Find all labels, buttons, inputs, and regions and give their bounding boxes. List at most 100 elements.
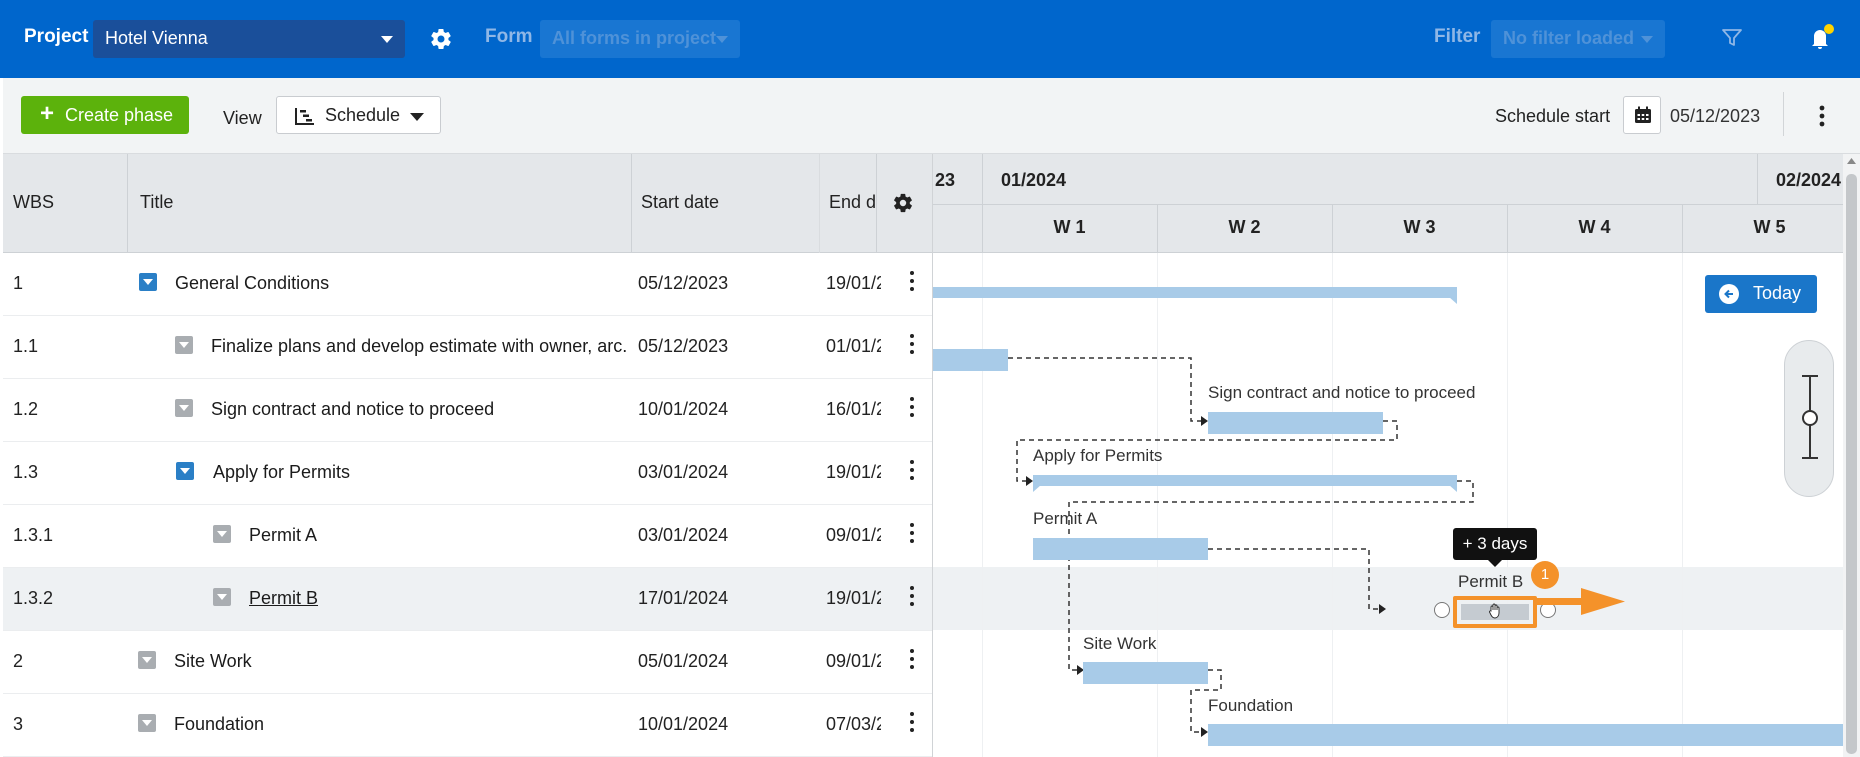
gantt-bar-foundation[interactable]: [1208, 724, 1843, 746]
end-date-cell: 01/01/2: [826, 336, 881, 356]
gear-icon[interactable]: [429, 27, 453, 51]
title-cell[interactable]: Permit B: [249, 588, 319, 608]
calendar-button[interactable]: [1623, 96, 1661, 134]
gantt-chart: 23 01/2024 02/2024 W 1 W 2 W 3 W 4 W 5: [933, 154, 1843, 757]
gantt-chart-icon: [295, 108, 314, 125]
wbs-cell: 1.3.1: [13, 525, 54, 545]
notification-dot: [1824, 24, 1834, 34]
start-date-cell: 10/01/2024: [638, 714, 729, 734]
gantt-bar-general-conditions[interactable]: [933, 287, 1457, 298]
today-button[interactable]: Today: [1705, 275, 1817, 313]
expand-toggle-icon[interactable]: [213, 525, 231, 543]
week-label: W 5: [1753, 217, 1786, 237]
chevron-down-icon: [716, 36, 728, 43]
column-settings-gear-icon[interactable]: [892, 192, 914, 214]
today-label: Today: [1753, 283, 1802, 303]
scrollbar-thumb[interactable]: [1846, 174, 1857, 754]
start-date-cell: 03/01/2024: [638, 462, 729, 482]
gantt-bar-permit-b-dragging[interactable]: [1453, 596, 1537, 628]
table-row[interactable]: 3 Foundation 10/01/2024 07/03/2: [3, 694, 932, 757]
row-menu-icon[interactable]: [909, 397, 915, 421]
toolbar: + Create phase View Schedule Schedule st…: [3, 78, 1860, 154]
week-label: W 1: [1053, 217, 1086, 237]
row-menu-icon[interactable]: [909, 460, 915, 484]
gantt-bar-finalize-plans[interactable]: [933, 349, 1008, 371]
wbs-cell: 1.2: [13, 399, 39, 419]
end-date-cell: 19/01/2: [826, 588, 881, 608]
end-date-cell: 19/01/2: [826, 462, 881, 482]
wbs-cell: 2: [13, 651, 24, 671]
table-row[interactable]: 1.2 Sign contract and notice to proceed …: [3, 379, 932, 442]
row-menu-icon[interactable]: [909, 649, 915, 673]
wbs-cell: 3: [13, 714, 24, 734]
summary-bar-end-marker: [1449, 297, 1457, 304]
table-row[interactable]: 1.3 Apply for Permits 03/01/2024 19/01/2: [3, 442, 932, 505]
row-menu-icon[interactable]: [909, 523, 915, 547]
table-row[interactable]: 1 General Conditions 05/12/2023 19/01/2: [3, 253, 932, 316]
expand-toggle-icon[interactable]: [175, 336, 193, 354]
selected-row-band: [933, 567, 1843, 630]
scroll-up-icon[interactable]: [1847, 158, 1856, 165]
create-phase-button[interactable]: + Create phase: [21, 96, 189, 134]
column-header-start-date[interactable]: Start date: [632, 154, 820, 253]
form-label: Form: [485, 26, 533, 47]
end-date-cell: 07/03/2: [826, 714, 881, 734]
view-select[interactable]: Schedule: [276, 96, 441, 134]
column-header-title[interactable]: Title: [128, 154, 632, 253]
filter-select[interactable]: No filter loaded: [1491, 20, 1665, 58]
wbs-cell: 1.3: [13, 462, 39, 482]
more-options-icon[interactable]: [1819, 105, 1825, 127]
plus-icon: +: [40, 100, 55, 127]
toolbar-divider: [1783, 92, 1784, 136]
start-date-cell: 05/12/2023: [638, 336, 729, 356]
zoom-slider[interactable]: [1784, 340, 1834, 497]
start-date-cell: 10/01/2024: [638, 399, 729, 419]
end-date-cell: 09/01/2: [826, 525, 881, 545]
collapse-toggle-icon[interactable]: [139, 273, 157, 291]
gantt-bar-apply-for-permits[interactable]: [1033, 475, 1457, 486]
expand-toggle-icon[interactable]: [138, 651, 156, 669]
week-label: W 3: [1403, 217, 1436, 237]
expand-toggle-icon[interactable]: [175, 399, 193, 417]
collapse-toggle-icon[interactable]: [176, 462, 194, 480]
row-menu-icon[interactable]: [909, 271, 915, 295]
row-menu-icon[interactable]: [909, 586, 915, 610]
column-header-wbs[interactable]: WBS: [3, 154, 128, 253]
gantt-bar-site-work[interactable]: [1083, 662, 1208, 684]
column-header-end-date[interactable]: End da: [820, 154, 877, 253]
summary-bar-end-marker: [1449, 485, 1457, 492]
gantt-bar-label: Permit B: [1458, 572, 1524, 591]
wbs-cell: 1.1: [13, 336, 39, 356]
table-row-selected[interactable]: 1.3.2 Permit B 17/01/2024 19/01/2: [3, 568, 932, 631]
filter-icon[interactable]: [1721, 28, 1743, 48]
schedule-start-label: Schedule start: [1495, 106, 1611, 126]
table-row[interactable]: 1.3.1 Permit A 03/01/2024 09/01/2: [3, 505, 932, 568]
expand-toggle-icon[interactable]: [213, 588, 231, 606]
form-select[interactable]: All forms in project: [540, 20, 740, 58]
project-label: Project: [24, 26, 89, 47]
filter-label: Filter: [1434, 26, 1481, 47]
row-menu-icon[interactable]: [909, 334, 915, 358]
title-cell: Site Work: [174, 651, 252, 671]
gantt-bar-permit-a[interactable]: [1033, 538, 1208, 560]
bell-icon[interactable]: [1807, 24, 1835, 52]
title-cell: Finalize plans and develop estimate with…: [211, 336, 626, 356]
wbs-cell: 1: [13, 273, 24, 293]
form-select-value: All forms in project: [552, 28, 717, 48]
view-label: View: [223, 108, 262, 128]
project-select[interactable]: Hotel Vienna: [93, 20, 405, 58]
table-row[interactable]: 2 Site Work 05/01/2024 09/01/2: [3, 631, 932, 694]
title-cell: Apply for Permits: [213, 462, 351, 482]
gantt-bar-sign-contract[interactable]: [1208, 412, 1383, 434]
table-row[interactable]: 1.1 Finalize plans and develop estimate …: [3, 316, 932, 379]
start-date-cell: 05/12/2023: [638, 273, 729, 293]
expand-toggle-icon[interactable]: [138, 714, 156, 732]
step-badge: 1: [1531, 561, 1559, 589]
schedule-start-date[interactable]: 05/12/2023: [1670, 106, 1761, 126]
zoom-slider-thumb[interactable]: [1802, 410, 1818, 426]
title-cell: Foundation: [174, 714, 265, 734]
vertical-scrollbar[interactable]: [1843, 154, 1860, 757]
chevron-down-icon: [410, 113, 424, 121]
row-menu-icon[interactable]: [909, 712, 915, 736]
bar-start-link-handle[interactable]: [1434, 602, 1450, 618]
